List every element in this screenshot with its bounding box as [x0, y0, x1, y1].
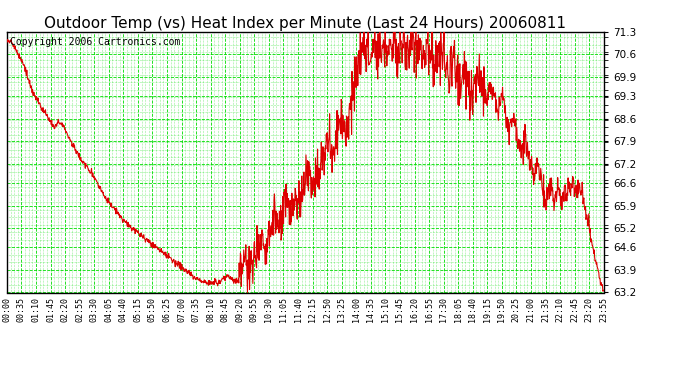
- Title: Outdoor Temp (vs) Heat Index per Minute (Last 24 Hours) 20060811: Outdoor Temp (vs) Heat Index per Minute …: [44, 16, 566, 31]
- Text: Copyright 2006 Cartronics.com: Copyright 2006 Cartronics.com: [10, 37, 180, 47]
